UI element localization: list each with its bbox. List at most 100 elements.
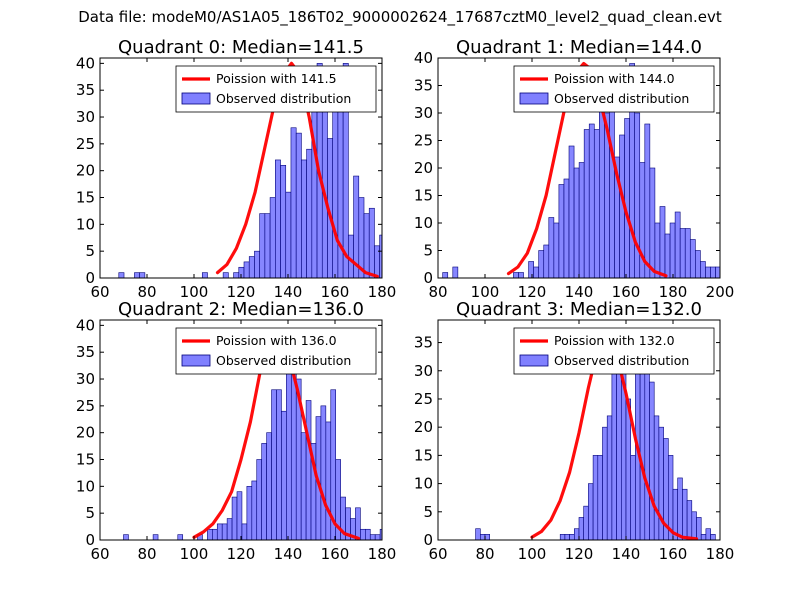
histogram-bar (592, 455, 599, 540)
histogram-bar (653, 415, 660, 540)
histogram-bar (513, 272, 519, 278)
histogram-bar (695, 250, 701, 278)
histogram-bar (726, 273, 731, 279)
histogram-bar (649, 381, 655, 540)
histogram-bar (588, 123, 595, 278)
histogram-bar (355, 507, 361, 540)
histogram-bar (286, 351, 292, 540)
histogram-bar (221, 523, 228, 540)
histogram-bar (231, 496, 238, 540)
x-tick-label: 80 (137, 545, 156, 563)
histogram-bar (452, 266, 459, 278)
legend-bar-swatch (181, 354, 211, 367)
legend-1: Poission with 144.0 Observed distribution (513, 65, 715, 113)
x-tick-label: 100 (518, 545, 547, 563)
y-tick-label: 15 (414, 446, 433, 464)
histogram-bar (630, 455, 636, 540)
histogram-bar (563, 178, 570, 278)
histogram-bar (295, 132, 302, 278)
histogram-bar (479, 534, 486, 540)
histogram-bar (369, 534, 376, 540)
histogram-bar (385, 230, 390, 278)
x-tick-label: 200 (706, 283, 735, 301)
histogram-bar (276, 389, 282, 540)
figure-suptitle: Data file: modeM0/AS1A05_186T02_90000026… (78, 8, 722, 26)
histogram-bar (226, 518, 233, 540)
histogram-bar (664, 233, 671, 278)
histogram-bar (725, 534, 730, 540)
histogram-bar (212, 528, 218, 540)
y-tick-label: 30 (414, 362, 433, 380)
x-tick-label: 60 (90, 283, 109, 301)
x-tick-label: 120 (565, 545, 594, 563)
histogram-bar (281, 410, 287, 540)
y-tick-label: 10 (76, 215, 95, 233)
histogram-bar (280, 165, 287, 278)
histogram-bars-0 (118, 63, 416, 278)
y-tick-label: 5 (423, 242, 433, 260)
legend-curve-label: Poission with 141.5 (216, 71, 337, 86)
histogram-bar (700, 261, 706, 278)
x-tick-label: 80 (428, 283, 447, 301)
y-tick-label: 25 (414, 390, 433, 408)
y-tick-label: 25 (414, 132, 433, 150)
histogram-bar (411, 273, 416, 278)
histogram-bar (395, 251, 400, 278)
histogram-bar (134, 272, 140, 278)
histogram-bars-1 (442, 63, 731, 279)
histogram-bar (337, 105, 344, 278)
histogram-bar (306, 148, 313, 278)
histogram-bar (379, 528, 382, 540)
histogram-bar (634, 112, 641, 278)
y-tick-label: 35 (414, 77, 433, 95)
legend-bar-label: Observed distribution (216, 353, 351, 368)
y-tick-label: 35 (76, 343, 95, 361)
histogram-bar (320, 405, 327, 540)
x-tick-label: 100 (180, 545, 209, 563)
histogram-bar (201, 272, 208, 278)
histogram-bar (674, 211, 681, 278)
x-tick-label: 80 (475, 545, 494, 563)
histogram-bar (152, 534, 159, 540)
histogram-bar (611, 364, 617, 540)
histogram-bar (568, 145, 575, 278)
histogram-bar (442, 272, 449, 278)
histogram-bar (241, 523, 248, 540)
legend-bar-label: Observed distribution (216, 91, 351, 106)
histogram-bar (710, 534, 716, 540)
y-tick-label: 30 (76, 370, 95, 388)
histogram-bar (325, 421, 332, 540)
histogram-bar (543, 244, 550, 278)
histogram-bar (553, 222, 560, 278)
histogram-bar (583, 505, 589, 540)
histogram-bar (363, 213, 370, 278)
y-tick-label: 15 (76, 189, 95, 207)
histogram-bar (261, 443, 267, 540)
x-tick-label: 80 (137, 283, 156, 301)
histogram-bar (368, 207, 375, 278)
histogram-bar (649, 167, 656, 278)
x-tick-label: 60 (428, 545, 447, 563)
y-tick-label: 20 (414, 159, 433, 177)
histogram-bar (254, 250, 260, 278)
histogram-bar (222, 272, 229, 278)
histogram-bar (177, 534, 184, 540)
y-tick-label: 25 (76, 135, 95, 153)
chart-panel-3: 60 80 100 120 140 160 180 0 5 10 15 20 25 30 35 Quadran… (414, 299, 734, 563)
y-tick-label: 20 (414, 418, 433, 436)
histogram-bar (360, 528, 366, 540)
histogram-bar (597, 455, 603, 540)
y-tick-label: 5 (85, 504, 95, 522)
histogram-bar (285, 191, 292, 278)
histogram-bar (624, 118, 630, 278)
x-tick-label: 160 (321, 545, 350, 563)
histogram-bar (686, 500, 693, 540)
histogram-bar (677, 477, 683, 540)
x-tick-label: 140 (612, 545, 641, 563)
y-tick-label: 0 (85, 269, 95, 287)
histogram-bar (700, 534, 707, 540)
histogram-bar (484, 534, 490, 540)
legend-bar-label: Observed distribution (554, 91, 689, 106)
x-tick-label: 140 (565, 283, 594, 301)
histogram-bar (365, 528, 371, 540)
